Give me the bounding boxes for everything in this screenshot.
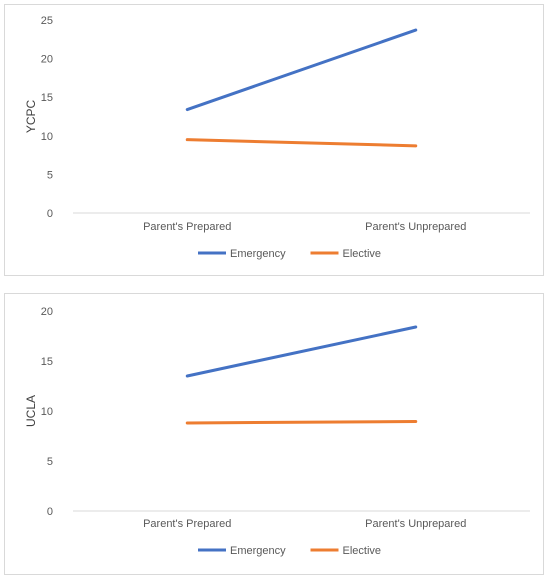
series-line-emergency <box>185 325 418 378</box>
y-tick-label: 20 <box>41 306 53 318</box>
y-tick-label: 25 <box>41 15 53 27</box>
y-tick-label: 10 <box>41 406 53 418</box>
y-axis-title: UCLA <box>24 395 38 427</box>
category-label: Parent's Unprepared <box>365 221 466 233</box>
ucla-chart-panel: 0 5 10 15 20 UCLA Parent's Prepared Parent's Un… <box>4 293 544 575</box>
y-axis-title: YCPC <box>24 99 38 133</box>
legend-label-elective: Elective <box>343 248 382 260</box>
y-tick-label: 15 <box>41 92 53 104</box>
ycpc-chart-panel: 0 5 10 15 20 25 YCPC Parent's Prepared Parent's … <box>4 4 544 276</box>
y-tick-label: 5 <box>47 456 53 468</box>
y-tick-label: 5 <box>47 169 53 181</box>
category-label: Parent's Unprepared <box>365 518 466 530</box>
y-tick-label: 0 <box>47 506 53 518</box>
legend-label-emergency: Emergency <box>230 545 286 557</box>
legend-label-elective: Elective <box>343 545 382 557</box>
y-tick-label: 10 <box>41 131 53 143</box>
series-line-elective <box>185 420 418 425</box>
ucla-chart: 0 5 10 15 20 UCLA Parent's Prepared Parent's Un… <box>24 306 530 557</box>
ycpc-chart: 0 5 10 15 20 25 YCPC Parent's Prepared Parent's … <box>24 15 530 260</box>
category-label: Parent's Prepared <box>143 518 231 530</box>
y-tick-label: 15 <box>41 356 53 368</box>
category-label: Parent's Prepared <box>143 221 231 233</box>
series-line-emergency <box>185 28 418 112</box>
y-tick-label: 20 <box>41 54 53 66</box>
legend-label-emergency: Emergency <box>230 248 286 260</box>
y-tick-label: 0 <box>47 208 53 220</box>
series-line-elective <box>185 138 418 148</box>
